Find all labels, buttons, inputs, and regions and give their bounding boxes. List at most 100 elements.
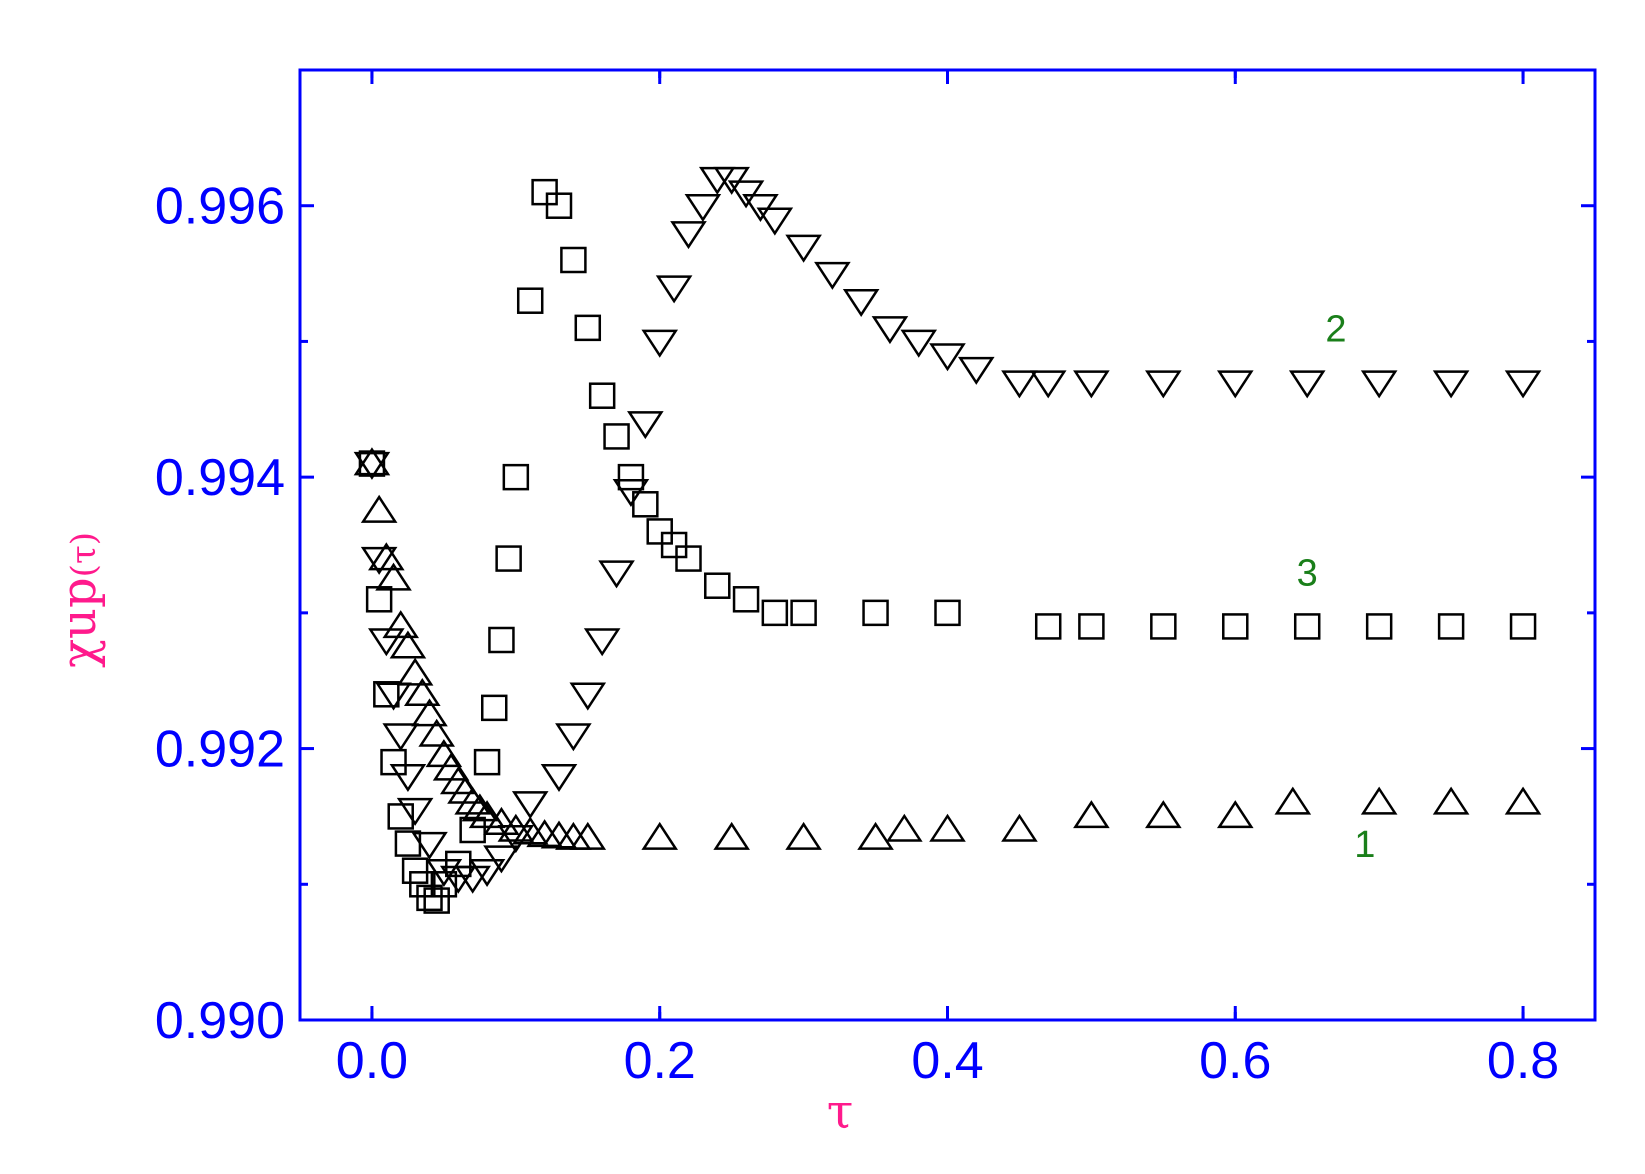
plot-frame <box>298 68 1597 1022</box>
triangle-down-marker <box>727 180 765 209</box>
triangle-down-marker <box>497 825 535 854</box>
square-marker <box>1150 613 1177 640</box>
triangle-down-marker <box>468 858 506 888</box>
triangle-down-marker <box>900 329 938 358</box>
y-axis-title-main: χup <box>51 577 107 668</box>
square-marker <box>401 857 429 884</box>
square-marker <box>495 545 522 572</box>
triangle-up-marker <box>1216 800 1254 829</box>
triangle-up-marker <box>418 718 456 747</box>
triangle-up-marker <box>1360 786 1398 815</box>
triangle-down-marker <box>598 560 635 589</box>
x-tick-label: 0.6 <box>1199 1032 1271 1090</box>
triangle-up-marker <box>468 800 506 829</box>
y-tick-label: 0.994 <box>155 449 285 507</box>
triangle-down-marker <box>389 763 427 793</box>
square-marker <box>365 586 393 613</box>
triangle-down-marker <box>627 411 664 440</box>
triangle-down-marker <box>360 546 398 575</box>
triangle-down-marker <box>375 682 412 711</box>
triangle-down-marker <box>842 288 880 318</box>
square-marker <box>1293 613 1321 640</box>
curve-labels: 2 3 1 <box>1297 308 1376 866</box>
triangle-down-marker <box>641 329 679 358</box>
square-marker <box>1078 613 1105 640</box>
triangle-down-marker <box>1504 370 1542 399</box>
square-marker <box>704 572 731 599</box>
triangle-up-marker <box>389 630 427 659</box>
triangle-up-marker <box>483 806 520 835</box>
triangle-down-marker <box>454 865 491 894</box>
square-marker <box>445 850 472 878</box>
triangle-up-marker <box>1274 786 1312 815</box>
triangle-up-marker <box>1073 800 1110 829</box>
triangle-down-marker <box>1073 370 1110 399</box>
triangle-up-marker <box>1432 786 1470 815</box>
curve-label-2: 2 <box>1325 308 1346 350</box>
curve-label-1: 1 <box>1354 824 1375 866</box>
triangle-down-marker <box>1001 370 1038 399</box>
triangle-down-marker <box>411 831 448 860</box>
y-tick-label: 0.996 <box>155 178 285 236</box>
triangle-up-marker <box>1001 813 1038 842</box>
square-marker <box>423 887 450 914</box>
triangle-up-marker <box>569 821 607 850</box>
square-marker <box>380 748 407 776</box>
y-axis-title-argument: (τ) <box>64 532 104 577</box>
square-marker <box>459 816 486 844</box>
triangle-down-marker <box>555 723 592 752</box>
square-marker <box>1222 613 1249 640</box>
square-marker <box>1034 613 1062 640</box>
triangle-down-marker <box>742 193 779 223</box>
triangle-down-marker <box>871 316 909 345</box>
triangle-up-marker <box>368 542 405 571</box>
triangle-down-marker <box>785 234 822 263</box>
triangle-down-marker <box>655 275 693 304</box>
square-marker <box>1437 613 1465 640</box>
triangle-down-marker <box>1360 370 1398 399</box>
x-tick-label: 0.8 <box>1487 1032 1559 1090</box>
square-marker <box>934 599 961 627</box>
square-marker <box>617 463 645 491</box>
triangle-up-marker <box>1145 800 1182 829</box>
triangle-down-marker <box>756 207 794 236</box>
square-marker <box>732 586 760 613</box>
triangle-up-marker <box>382 610 420 639</box>
triangle-down-marker <box>511 791 549 820</box>
triangle-down-marker <box>368 628 405 657</box>
triangle-down-marker <box>353 451 391 480</box>
square-marker <box>1365 613 1393 640</box>
triangle-down-marker <box>670 221 707 250</box>
x-axis-title: τ <box>827 1084 854 1140</box>
triangle-down-marker <box>814 261 851 290</box>
triangle-up-marker <box>375 562 412 591</box>
triangle-up-marker <box>396 657 434 686</box>
square-marker <box>473 748 501 776</box>
square-marker <box>373 681 400 708</box>
triangle-down-marker <box>929 343 966 372</box>
square-marker <box>761 599 789 627</box>
triangle-up-marker <box>641 821 679 850</box>
axis-tick-labels: 0.0 0.2 0.4 0.6 0.8 0.990 0.992 0.994 0.996 <box>155 178 1559 1090</box>
triangle-down-marker <box>569 682 607 711</box>
square-marker <box>790 599 817 627</box>
triangle-up-marker <box>886 813 923 842</box>
triangle-down-marker <box>1216 370 1254 399</box>
y-axis-title: χup(τ) <box>51 532 107 668</box>
triangle-up-marker <box>353 447 391 476</box>
x-tick-label: 0.0 <box>336 1032 408 1090</box>
square-marker <box>358 450 386 477</box>
triangle-up-marker <box>713 821 750 850</box>
square-marker <box>560 246 587 274</box>
square-marker <box>430 871 458 898</box>
triangle-up-marker <box>360 494 398 523</box>
square-marker <box>488 626 515 654</box>
triangle-up-marker <box>454 786 491 815</box>
square-marker <box>409 871 436 898</box>
series-3 <box>358 178 1537 914</box>
y-tick-label: 0.990 <box>155 992 285 1050</box>
data-markers <box>353 166 1542 914</box>
square-marker <box>516 287 544 314</box>
triangle-down-marker <box>1029 370 1067 399</box>
